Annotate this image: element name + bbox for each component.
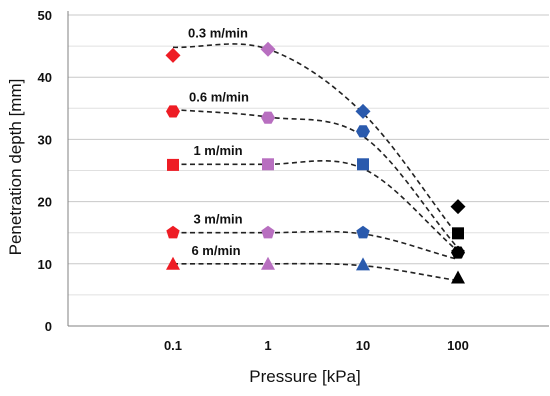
data-point	[261, 225, 275, 239]
y-tick-label: 50	[38, 8, 52, 23]
data-point	[166, 256, 180, 270]
y-tick-label: 40	[38, 70, 52, 85]
series-label: 1 m/min	[193, 143, 242, 158]
data-point	[450, 199, 466, 215]
x-tick-label: 0.1	[164, 338, 182, 353]
data-point	[167, 158, 179, 171]
axes: 0 10 20 30 40 50 0.1 1 10 100	[38, 8, 549, 353]
data-point	[356, 257, 370, 271]
data-point	[165, 47, 181, 63]
x-axis-title: Pressure [kPa]	[249, 367, 361, 386]
data-point	[356, 125, 370, 138]
data-point	[260, 41, 276, 57]
y-tick-label: 10	[38, 257, 52, 272]
data-point	[451, 270, 465, 284]
series-label: 3 m/min	[193, 212, 242, 227]
x-tick-label: 100	[447, 338, 469, 353]
series-label: 0.3 m/min	[188, 25, 248, 40]
data-point	[356, 225, 370, 239]
data-point	[451, 245, 465, 259]
x-tick-label: 1	[264, 338, 271, 353]
fit-curve	[172, 230, 459, 261]
data-point	[262, 158, 274, 171]
fit-curves	[172, 43, 459, 282]
series-label: 6 m/min	[191, 243, 240, 258]
data-points	[165, 41, 466, 284]
data-point	[166, 105, 180, 118]
data-point	[261, 111, 275, 124]
series-labels: 0.3 m/min 0.6 m/min 1 m/min 3 m/min 6 m/min	[188, 25, 249, 257]
data-point	[355, 103, 371, 119]
data-point	[166, 225, 180, 239]
y-tick-label: 30	[38, 132, 52, 147]
fit-curve	[172, 43, 459, 237]
data-point	[357, 158, 369, 171]
fit-curve	[173, 160, 459, 252]
y-tick-label: 20	[38, 195, 52, 210]
x-tick-label: 10	[356, 338, 370, 353]
grid	[68, 14, 549, 296]
fit-curve	[172, 262, 459, 282]
fit-curve	[172, 108, 459, 249]
series-label: 0.6 m/min	[189, 89, 249, 104]
data-point	[261, 256, 275, 270]
y-tick-label: 0	[45, 319, 52, 334]
data-point	[452, 227, 464, 240]
y-axis-title: Penetration depth [mm]	[6, 79, 25, 256]
